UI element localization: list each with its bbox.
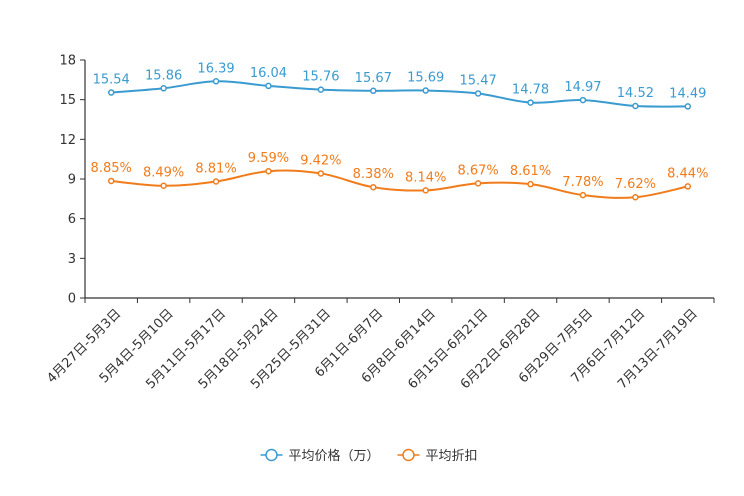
data-label: 15.67 bbox=[355, 71, 392, 86]
data-label: 14.49 bbox=[669, 86, 706, 101]
data-label: 16.04 bbox=[250, 66, 287, 81]
series-line-2 bbox=[111, 169, 688, 199]
y-tick-label: 9 bbox=[68, 173, 76, 188]
data-point bbox=[370, 87, 377, 95]
data-point bbox=[160, 182, 167, 189]
data-point bbox=[160, 85, 167, 92]
data-label: 8.81% bbox=[195, 162, 236, 177]
data-label: 15.54 bbox=[93, 73, 130, 88]
y-tick-label: 0 bbox=[68, 292, 76, 307]
data-point bbox=[527, 180, 534, 188]
data-label: 9.59% bbox=[248, 151, 289, 166]
data-label: 8.49% bbox=[143, 166, 184, 181]
data-label: 16.39 bbox=[197, 61, 234, 76]
data-label: 15.47 bbox=[460, 73, 497, 88]
data-point bbox=[212, 78, 220, 85]
y-tick-label: 6 bbox=[68, 212, 76, 227]
y-tick-label: 15 bbox=[59, 93, 76, 108]
data-label: 8.67% bbox=[457, 163, 498, 178]
data-label: 9.42% bbox=[300, 153, 341, 168]
y-tick-label: 3 bbox=[68, 252, 76, 267]
y-tick-label: 12 bbox=[59, 133, 76, 148]
legend-label-2: 平均折扣 bbox=[426, 449, 478, 464]
data-label: 15.86 bbox=[145, 68, 182, 83]
data-label: 8.61% bbox=[510, 164, 551, 179]
data-label: 8.44% bbox=[667, 166, 708, 181]
data-point bbox=[527, 99, 534, 106]
data-point bbox=[422, 87, 429, 94]
data-point bbox=[107, 177, 115, 185]
data-point bbox=[317, 170, 325, 177]
data-label: 7.62% bbox=[615, 177, 656, 192]
data-label: 7.78% bbox=[562, 175, 603, 190]
data-point bbox=[107, 89, 115, 96]
data-label: 15.76 bbox=[302, 70, 339, 85]
data-label: 15.69 bbox=[407, 71, 444, 86]
y-tick-label: 18 bbox=[59, 54, 76, 69]
data-point bbox=[632, 102, 639, 110]
data-point bbox=[579, 191, 587, 199]
data-point bbox=[317, 86, 325, 93]
data-label: 8.38% bbox=[353, 167, 394, 182]
data-point bbox=[370, 183, 377, 191]
data-point bbox=[265, 82, 272, 90]
data-point bbox=[684, 103, 692, 110]
legend-marker-2 bbox=[402, 448, 415, 462]
data-point bbox=[212, 178, 220, 185]
data-point bbox=[474, 180, 482, 187]
data-label: 14.78 bbox=[512, 83, 549, 98]
data-point bbox=[684, 183, 692, 190]
data-point bbox=[265, 167, 272, 175]
data-label: 14.52 bbox=[617, 86, 654, 101]
series-line-1 bbox=[111, 80, 688, 108]
legend-marker-1 bbox=[265, 448, 278, 462]
data-point bbox=[579, 96, 587, 104]
data-point bbox=[474, 90, 482, 97]
data-point bbox=[422, 187, 429, 194]
data-label: 14.97 bbox=[564, 80, 601, 95]
data-label: 8.14% bbox=[405, 170, 446, 185]
data-point bbox=[632, 193, 639, 201]
legend-label-1: 平均价格（万） bbox=[289, 448, 380, 464]
data-label: 8.85% bbox=[91, 161, 132, 176]
